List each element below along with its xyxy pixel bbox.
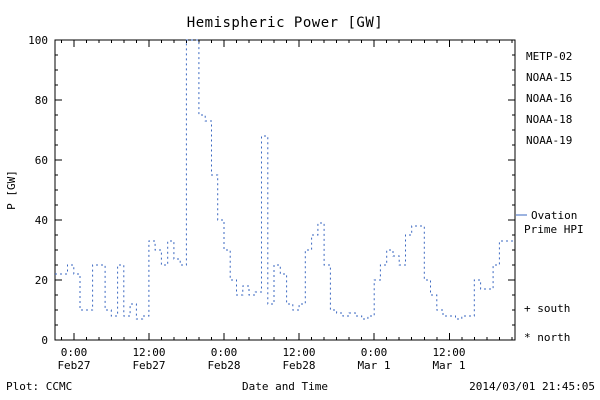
plot-frame	[54, 39, 516, 341]
x-tick-date-label: Feb27	[57, 359, 90, 372]
legend-item-noaa18: NOAA-18	[526, 113, 572, 126]
north-marker-label: * north	[524, 331, 570, 344]
x-axis-label: Date and Time	[242, 380, 328, 393]
y-axis-label: P [GW]	[5, 170, 18, 210]
legend-item-noaa19: NOAA-19	[526, 134, 572, 147]
y-tick-label: 0	[41, 334, 48, 347]
chart-title: Hemispheric Power [GW]	[187, 15, 383, 31]
x-tick-time-label: 0:00	[61, 346, 88, 359]
y-tick-label: 20	[35, 274, 48, 287]
x-tick-time-label: 0:00	[211, 346, 238, 359]
x-tick-date-label: Feb28	[207, 359, 240, 372]
x-tick-time-label: 0:00	[361, 346, 388, 359]
x-tick-time-label: 12:00	[282, 346, 315, 359]
plot-source-label: Plot: CCMC	[6, 380, 72, 393]
x-tick-date-label: Mar 1	[432, 359, 465, 372]
y-tick-label: 60	[35, 154, 48, 167]
hpi-step-line	[55, 39, 515, 320]
x-tick-time-label: 12:00	[432, 346, 465, 359]
ovation-label-line2: Prime HPI	[524, 223, 584, 236]
y-tick-label: 100	[28, 34, 48, 47]
x-tick-date-label: Feb28	[282, 359, 315, 372]
ovation-label-line1: Ovation	[531, 209, 577, 222]
legend-item-metp02: METP-02	[526, 50, 572, 63]
y-tick-label: 40	[35, 214, 48, 227]
timestamp-label: 2014/03/01 21:45:05	[469, 380, 595, 393]
y-tick-label: 80	[35, 94, 48, 107]
legend-item-noaa15: NOAA-15	[526, 71, 572, 84]
x-tick-time-label: 12:00	[132, 346, 165, 359]
x-tick-date-label: Feb27	[132, 359, 165, 372]
legend-item-noaa16: NOAA-16	[526, 92, 572, 105]
x-tick-date-label: Mar 1	[357, 359, 390, 372]
south-marker-label: + south	[524, 302, 570, 315]
